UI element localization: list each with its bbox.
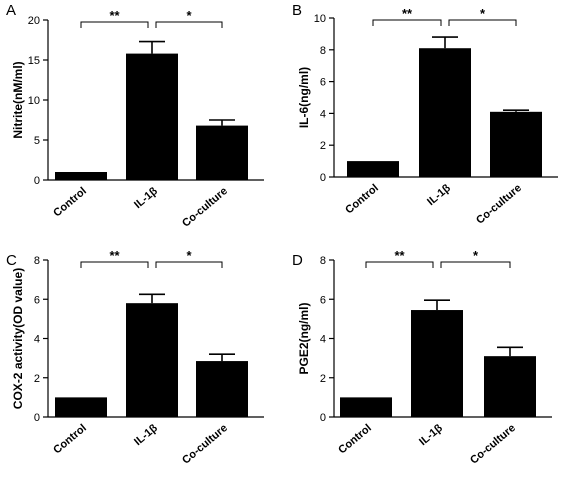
significance-bracket-a-0	[80, 21, 149, 28]
y-tick-label-d: 8	[320, 255, 326, 267]
y-tick-label-d: 0	[320, 412, 326, 424]
category-label-c-1: IL-1β	[132, 422, 160, 448]
significance-marker-a-0: **	[109, 8, 120, 23]
category-label-a-1: IL-1β	[132, 185, 160, 211]
y-tick-label-b: 0	[320, 172, 326, 184]
category-label-d-1: IL-1β	[417, 422, 445, 448]
significance-marker-c-0: **	[109, 248, 120, 263]
category-label-c-2: Co-culture	[180, 422, 230, 467]
bar-b-2	[490, 111, 542, 177]
category-label-d-0: Control	[336, 422, 374, 456]
significance-bracket-b-1	[448, 19, 517, 26]
category-label-b-1: IL-1β	[425, 182, 453, 208]
bar-c-1	[126, 303, 178, 417]
y-tick-label-c: 4	[34, 334, 40, 346]
y-axis-label-a: Nitrite(nM/ml)	[11, 61, 25, 138]
category-label-a-2: Co-culture	[180, 185, 230, 230]
y-axis-label-b: IL-6(ng/ml)	[297, 67, 311, 128]
category-label-d-2: Co-culture	[468, 422, 518, 467]
bar-a-2	[196, 125, 248, 180]
y-tick-label-b: 8	[320, 45, 326, 57]
bar-d-2	[484, 356, 536, 417]
y-tick-label-a: 10	[28, 95, 40, 107]
panel-a: A 0 5 10 15 20 Nitrite(nM/ml) Control IL-1β Co-cu…	[6, 2, 264, 230]
significance-marker-d-1: *	[473, 248, 479, 263]
significance-marker-c-1: *	[186, 248, 192, 263]
panel-b: B 0 2 4 6 8 10 IL-6(ng/ml) Control IL-1β Co-cultur…	[292, 2, 558, 227]
significance-bracket-a-1	[155, 21, 223, 28]
significance-bracket-c-0	[80, 261, 149, 268]
significance-marker-b-1: *	[480, 6, 486, 21]
bar-d-0	[340, 397, 392, 417]
y-tick-label-c: 6	[34, 294, 40, 306]
y-tick-label-c: 8	[34, 255, 40, 267]
bar-a-0	[55, 172, 107, 180]
panel-d: D 0 2 4 6 8 PGE2(ng/ml) Control IL-1β Co-culture *…	[292, 248, 552, 467]
significance-marker-d-0: **	[394, 248, 405, 263]
y-tick-label-c: 0	[34, 412, 40, 424]
category-label-c-0: Control	[51, 422, 89, 456]
panel-label-b: B	[292, 2, 302, 19]
y-tick-label-c: 2	[34, 373, 40, 385]
y-axis-label-c: COX-2 activity(OD value)	[11, 268, 25, 409]
y-tick-label-b: 4	[320, 108, 326, 120]
y-tick-label-a: 15	[28, 55, 40, 67]
bar-b-1	[419, 48, 471, 178]
y-tick-label-a: 20	[28, 15, 40, 27]
bar-c-2	[196, 361, 248, 417]
panel-label-d: D	[292, 252, 303, 269]
y-tick-label-d: 4	[320, 334, 326, 346]
y-tick-label-b: 6	[320, 77, 326, 89]
category-label-b-2: Co-culture	[474, 182, 524, 227]
panel-label-a: A	[6, 2, 16, 19]
bar-a-1	[126, 53, 178, 180]
y-tick-label-a: 5	[34, 135, 40, 147]
panel-c: C 0 2 4 6 8 COX-2 activity(OD value) Control IL-…	[6, 248, 264, 467]
significance-bracket-d-0	[365, 261, 434, 268]
y-tick-label-d: 6	[320, 294, 326, 306]
significance-bracket-b-0	[372, 19, 442, 26]
significance-marker-b-0: **	[402, 6, 413, 21]
y-axis-label-d: PGE2(ng/ml)	[297, 302, 311, 374]
category-label-a-0: Control	[51, 185, 89, 219]
significance-bracket-d-1	[440, 261, 511, 268]
y-tick-label-d: 2	[320, 373, 326, 385]
category-label-b-0: Control	[343, 182, 381, 216]
panel-label-c: C	[6, 252, 17, 269]
bar-b-0	[347, 161, 399, 177]
significance-bracket-c-1	[155, 261, 223, 268]
y-tick-label-b: 2	[320, 140, 326, 152]
y-tick-label-b: 10	[314, 13, 326, 25]
bar-c-0	[55, 397, 107, 417]
bar-d-1	[411, 310, 463, 417]
significance-marker-a-1: *	[186, 8, 192, 23]
y-tick-label-a: 0	[34, 175, 40, 187]
